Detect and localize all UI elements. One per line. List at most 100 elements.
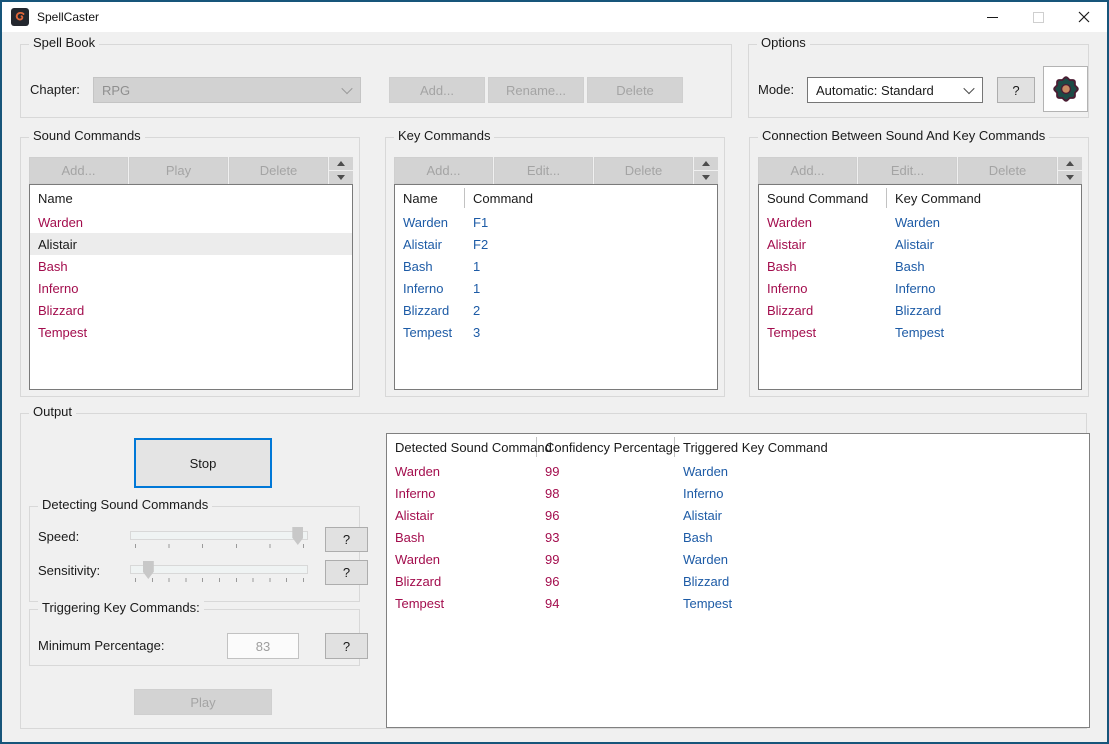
list-item[interactable]: Bash 1 <box>403 258 481 274</box>
list-item[interactable]: Inferno Inferno <box>767 280 936 296</box>
connections-legend: Connection Between Sound And Key Command… <box>758 129 1050 143</box>
table-row[interactable]: Alistair 96 Alistair <box>395 507 723 523</box>
list-item[interactable]: Bash Bash <box>767 258 925 274</box>
sound-add-button[interactable]: Add... <box>29 157 128 184</box>
output-table-header[interactable]: Detected Sound Command Confidency Percen… <box>387 434 1089 460</box>
table-row[interactable]: Warden 99 Warden <box>395 551 729 567</box>
list-item[interactable]: Warden F1 <box>403 214 489 230</box>
table-row[interactable]: Blizzard 96 Blizzard <box>395 573 730 589</box>
column-header: Detected Sound Command <box>387 437 552 457</box>
slider-ticks <box>135 578 304 582</box>
slider-track[interactable] <box>130 531 308 540</box>
connections-list-header[interactable]: Sound Command Key Command <box>759 185 1081 211</box>
sound-commands-group: Sound Commands Add... Play Delete Name W… <box>20 129 360 397</box>
sensitivity-slider[interactable] <box>130 561 308 591</box>
minimum-percentage-help-button[interactable]: ? <box>325 633 368 659</box>
key-add-button[interactable]: Add... <box>394 157 493 184</box>
triangle-up-icon <box>337 161 345 166</box>
chapter-value: RPG <box>102 82 131 98</box>
list-item[interactable]: Bash <box>38 258 68 274</box>
detecting-group: Detecting Sound Commands Speed: ? Sensit… <box>29 498 368 602</box>
sound-move-down-button[interactable] <box>329 171 353 184</box>
key-delete-button[interactable]: Delete <box>594 157 693 184</box>
list-item[interactable]: Tempest Tempest <box>767 324 945 340</box>
sound-delete-button[interactable]: Delete <box>229 157 328 184</box>
slider-track[interactable] <box>130 565 308 574</box>
table-row[interactable]: Inferno 98 Inferno <box>395 485 724 501</box>
output-play-button[interactable]: Play <box>134 689 272 715</box>
list-item[interactable]: Alistair F2 <box>403 236 489 252</box>
connection-move-down-button[interactable] <box>1058 171 1082 184</box>
sensitivity-label: Sensitivity: <box>38 563 101 578</box>
output-legend: Output <box>29 405 77 419</box>
chapter-select[interactable]: RPG <box>93 77 361 103</box>
list-item-selected[interactable]: Alistair <box>30 233 352 255</box>
stop-button[interactable]: Stop <box>134 438 272 488</box>
list-item[interactable]: Inferno 1 <box>403 280 481 296</box>
chapter-delete-button[interactable]: Delete <box>587 77 683 103</box>
connections-group: Connection Between Sound And Key Command… <box>749 129 1089 397</box>
mode-select[interactable]: Automatic: Standard <box>807 77 983 103</box>
maximize-button[interactable] <box>1015 2 1061 32</box>
mode-label: Mode: <box>758 82 795 97</box>
close-icon <box>1078 11 1090 23</box>
key-commands-list: Name Command Warden F1 Alistair F2 Bash 1 I… <box>394 184 718 390</box>
spell-book-group: Spell Book Chapter: RPG Add... Rename...… <box>20 36 732 118</box>
sensitivity-help-button[interactable]: ? <box>325 560 368 585</box>
key-list-header[interactable]: Name Command <box>395 185 717 211</box>
list-item[interactable]: Blizzard <box>38 302 85 318</box>
title-bar: SpellCaster <box>2 2 1107 32</box>
close-button[interactable] <box>1061 2 1107 32</box>
column-header: Command <box>473 190 533 206</box>
column-header: Sound Command <box>759 188 887 208</box>
key-edit-button[interactable]: Edit... <box>494 157 593 184</box>
speed-help-button[interactable]: ? <box>325 527 368 552</box>
window-controls <box>969 2 1107 32</box>
chapter-rename-button[interactable]: Rename... <box>488 77 584 103</box>
list-item[interactable]: Tempest <box>38 324 88 340</box>
list-item[interactable]: Alistair Alistair <box>767 236 935 252</box>
speed-slider[interactable] <box>130 527 308 557</box>
connection-edit-button[interactable]: Edit... <box>858 157 957 184</box>
list-item[interactable]: Warden Warden <box>767 214 941 230</box>
mode-help-button[interactable]: ? <box>997 77 1035 103</box>
minimum-percentage-input[interactable] <box>227 633 299 659</box>
connection-delete-button[interactable]: Delete <box>958 157 1057 184</box>
key-commands-group: Key Commands Add... Edit... Delete Name … <box>385 129 725 397</box>
sound-play-button[interactable]: Play <box>129 157 228 184</box>
list-item[interactable]: Blizzard Blizzard <box>767 302 942 318</box>
table-row[interactable]: Warden 99 Warden <box>395 463 729 479</box>
slider-ticks <box>135 544 304 548</box>
key-move-down-button[interactable] <box>694 171 718 184</box>
sound-list-header[interactable]: Name <box>30 185 352 211</box>
column-header: Confidency Percentage <box>537 437 680 457</box>
column-header: Triggered Key Command <box>683 439 828 455</box>
sound-move-up-button[interactable] <box>329 157 353 170</box>
list-item[interactable]: Warden <box>38 214 84 230</box>
connection-move-up-button[interactable] <box>1058 157 1082 170</box>
connection-add-button[interactable]: Add... <box>758 157 857 184</box>
chapter-label: Chapter: <box>30 82 80 97</box>
minimize-button[interactable] <box>969 2 1015 32</box>
minimum-percentage-label: Minimum Percentage: <box>38 638 165 653</box>
chapter-add-button[interactable]: Add... <box>389 77 485 103</box>
triggering-legend: Triggering Key Commands: <box>38 601 204 615</box>
list-item[interactable]: Inferno <box>38 280 79 296</box>
sensitivity-slider-thumb[interactable] <box>142 561 154 579</box>
list-item[interactable]: Blizzard 2 <box>403 302 481 318</box>
table-row[interactable]: Tempest 94 Tempest <box>395 595 733 611</box>
settings-button[interactable] <box>1043 66 1088 112</box>
sound-reorder-spinner <box>329 157 353 184</box>
speed-slider-thumb[interactable] <box>292 527 304 545</box>
key-commands-legend: Key Commands <box>394 129 495 143</box>
triggering-group: Triggering Key Commands: Minimum Percent… <box>29 601 368 666</box>
client-area: Spell Book Chapter: RPG Add... Rename...… <box>2 32 1107 742</box>
column-header: Name <box>38 190 73 206</box>
triangle-down-icon <box>337 175 345 180</box>
window-title: SpellCaster <box>37 10 100 24</box>
table-row[interactable]: Bash 93 Bash <box>395 529 713 545</box>
key-move-up-button[interactable] <box>694 157 718 170</box>
list-item[interactable]: Tempest 3 <box>403 324 481 340</box>
connection-reorder-spinner <box>1058 157 1082 184</box>
chevron-down-icon <box>341 82 353 95</box>
